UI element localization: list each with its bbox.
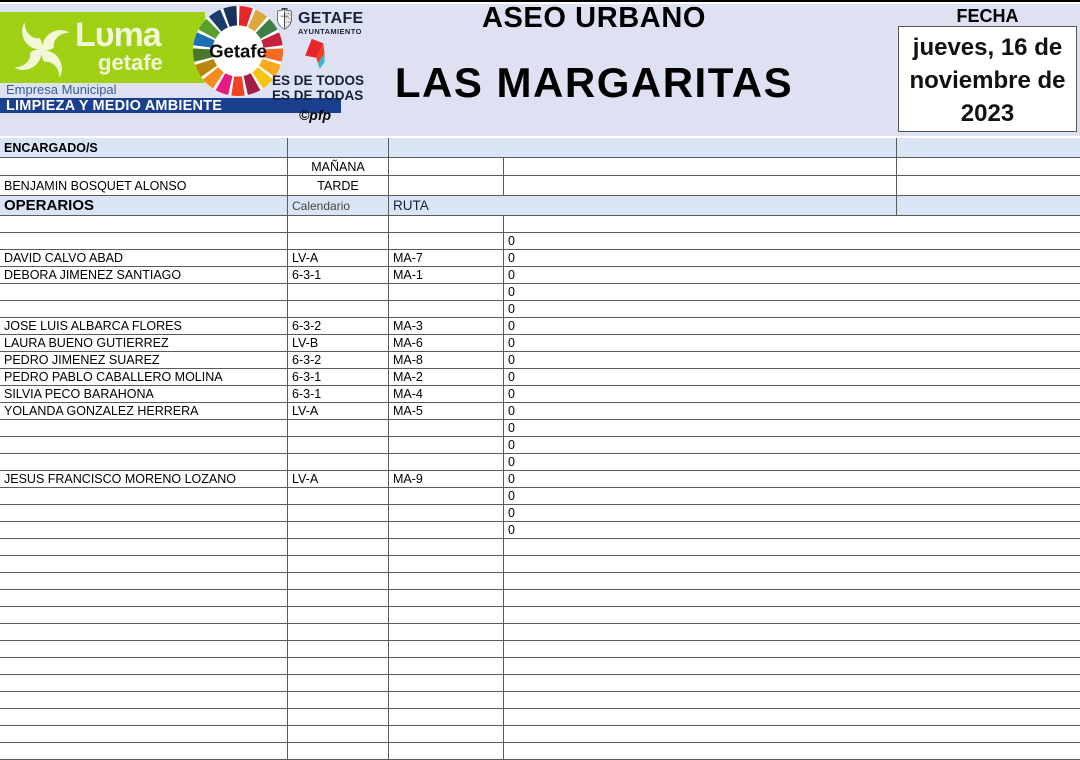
svg-text:Getafe: Getafe (209, 41, 267, 62)
